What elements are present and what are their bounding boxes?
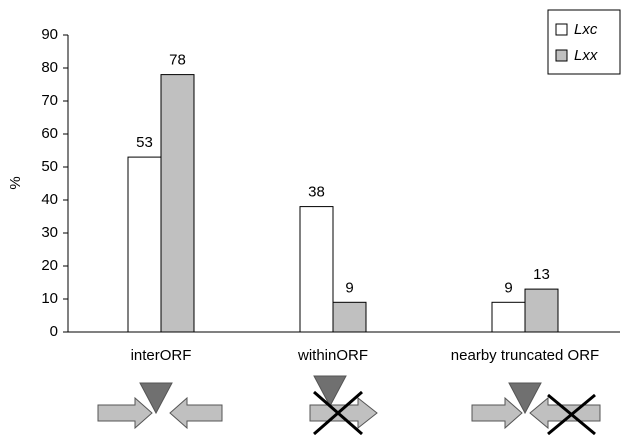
bar bbox=[300, 207, 333, 332]
icon-arrow bbox=[310, 398, 377, 428]
x-tick-label: withinORF bbox=[297, 347, 368, 364]
y-tick-label: 80 bbox=[41, 59, 58, 76]
y-tick-label: 70 bbox=[41, 92, 58, 109]
y-tick-label: 90 bbox=[41, 26, 58, 43]
y-tick-label: 0 bbox=[50, 323, 58, 340]
y-tick-label: 40 bbox=[41, 191, 58, 208]
x-tick-label: interORF bbox=[131, 347, 192, 364]
icon-arrow bbox=[472, 398, 522, 428]
bar bbox=[525, 289, 558, 332]
legend-label: Lxc bbox=[574, 21, 598, 38]
y-tick-label: 60 bbox=[41, 125, 58, 142]
legend-box bbox=[548, 10, 620, 74]
bar bbox=[492, 302, 525, 332]
value-label: 78 bbox=[169, 52, 186, 69]
icon-arrow bbox=[530, 398, 600, 428]
icon-arrow bbox=[170, 398, 222, 428]
icons bbox=[98, 376, 600, 434]
y-tick-label: 30 bbox=[41, 224, 58, 241]
value-label: 53 bbox=[136, 134, 153, 151]
x-tick-label: nearby truncated ORF bbox=[451, 347, 599, 364]
value-label: 38 bbox=[308, 184, 325, 201]
legend-label: Lxx bbox=[574, 47, 598, 64]
bar bbox=[128, 157, 161, 332]
y-axis-label: % bbox=[7, 176, 24, 189]
value-label: 9 bbox=[504, 279, 512, 296]
bar bbox=[161, 75, 194, 332]
icon-triangle bbox=[314, 376, 346, 406]
legend-swatch bbox=[556, 24, 567, 35]
value-label: 9 bbox=[345, 279, 353, 296]
bar bbox=[333, 302, 366, 332]
chart: % 0 10 20 30 40 50 60 70 80 90 interORF 53 78 withinO… bbox=[0, 0, 634, 435]
legend-swatch bbox=[556, 50, 567, 61]
icon-arrow bbox=[98, 398, 152, 428]
y-tick-label: 20 bbox=[41, 257, 58, 274]
y-tick-label: 10 bbox=[41, 290, 58, 307]
y-tick-label: 50 bbox=[41, 158, 58, 175]
value-label: 13 bbox=[533, 266, 550, 283]
